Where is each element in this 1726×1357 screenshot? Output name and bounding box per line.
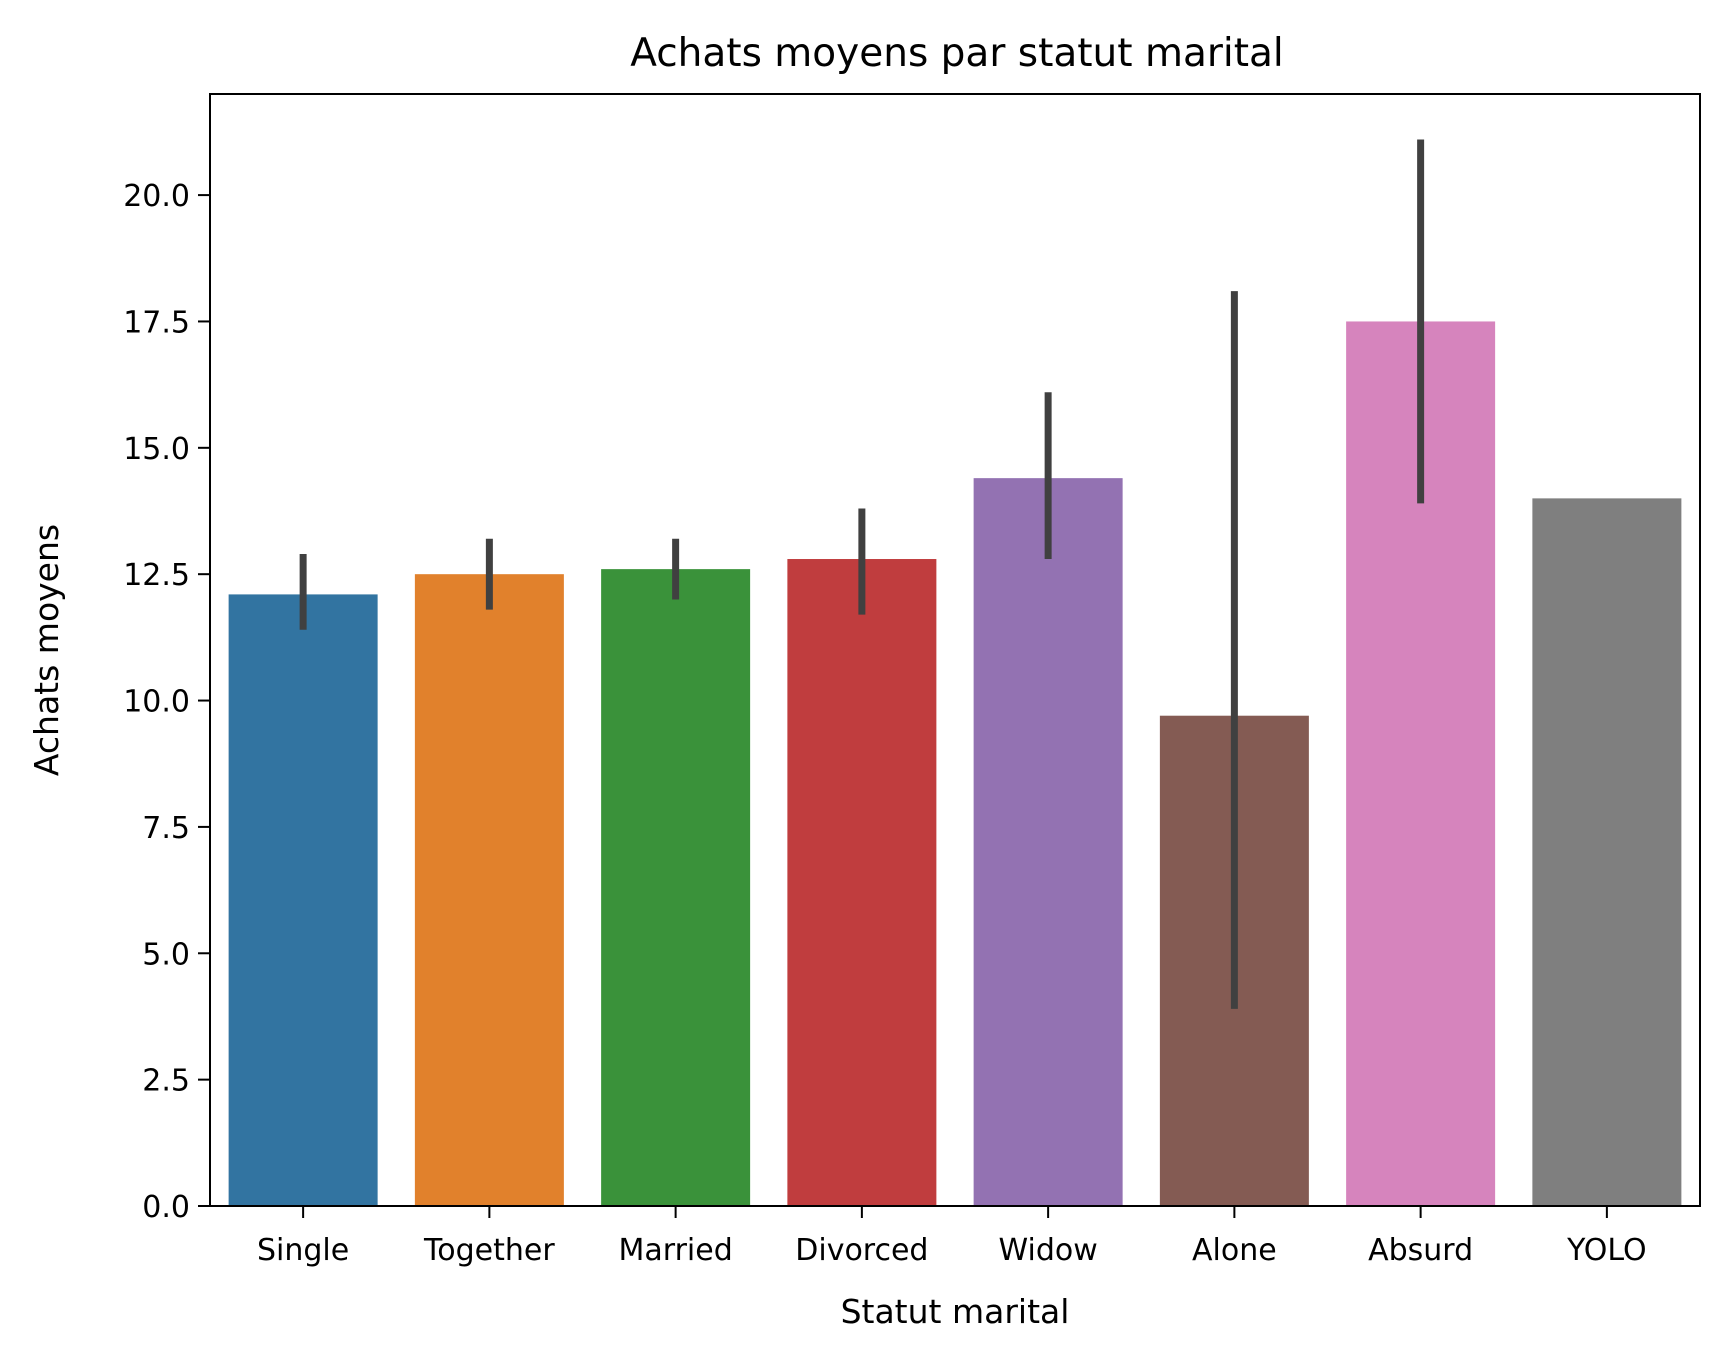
y-tick-label: 17.5 (123, 305, 190, 340)
x-tick-label: YOLO (1566, 1233, 1647, 1268)
error-bars-group (299, 139, 1425, 1009)
x-tick-label: Alone (1192, 1233, 1277, 1268)
bar-together (414, 574, 564, 1206)
y-axis: 0.0 2.5 5.0 7.5 10.0 12.5 15.0 17.5 20.0 (123, 179, 210, 1225)
y-tick-label: 15.0 (123, 432, 190, 467)
bar-married (601, 569, 751, 1206)
y-axis-label: Achats moyens (27, 524, 66, 776)
plot-frame (209, 93, 1701, 1207)
y-tick-label: 5.0 (142, 937, 190, 972)
chart-title: Achats moyens par statut marital (630, 31, 1284, 76)
x-tick-label: Divorced (795, 1233, 928, 1268)
y-tick-label: 7.5 (142, 811, 190, 846)
x-tick-label: Single (257, 1233, 349, 1268)
bar-widow (973, 478, 1123, 1206)
x-axis-label: Statut marital (841, 1292, 1070, 1331)
y-tick-label: 2.5 (142, 1064, 190, 1099)
bar-divorced (787, 559, 937, 1206)
y-tick-label: 10.0 (123, 685, 190, 720)
bar-yolo (1532, 498, 1682, 1206)
y-tick-label: 20.0 (123, 179, 190, 214)
x-tick-label: Married (619, 1233, 733, 1268)
y-tick-label: 0.0 (142, 1190, 190, 1225)
x-tick-label: Absurd (1368, 1233, 1473, 1268)
x-axis: Single Together Married Divorced Widow Alone A… (257, 1206, 1647, 1268)
bar-single (228, 594, 378, 1206)
bars-group (228, 321, 1682, 1206)
x-tick-label: Widow (998, 1233, 1097, 1268)
x-tick-label: Together (423, 1233, 555, 1268)
y-tick-label: 12.5 (123, 558, 190, 593)
